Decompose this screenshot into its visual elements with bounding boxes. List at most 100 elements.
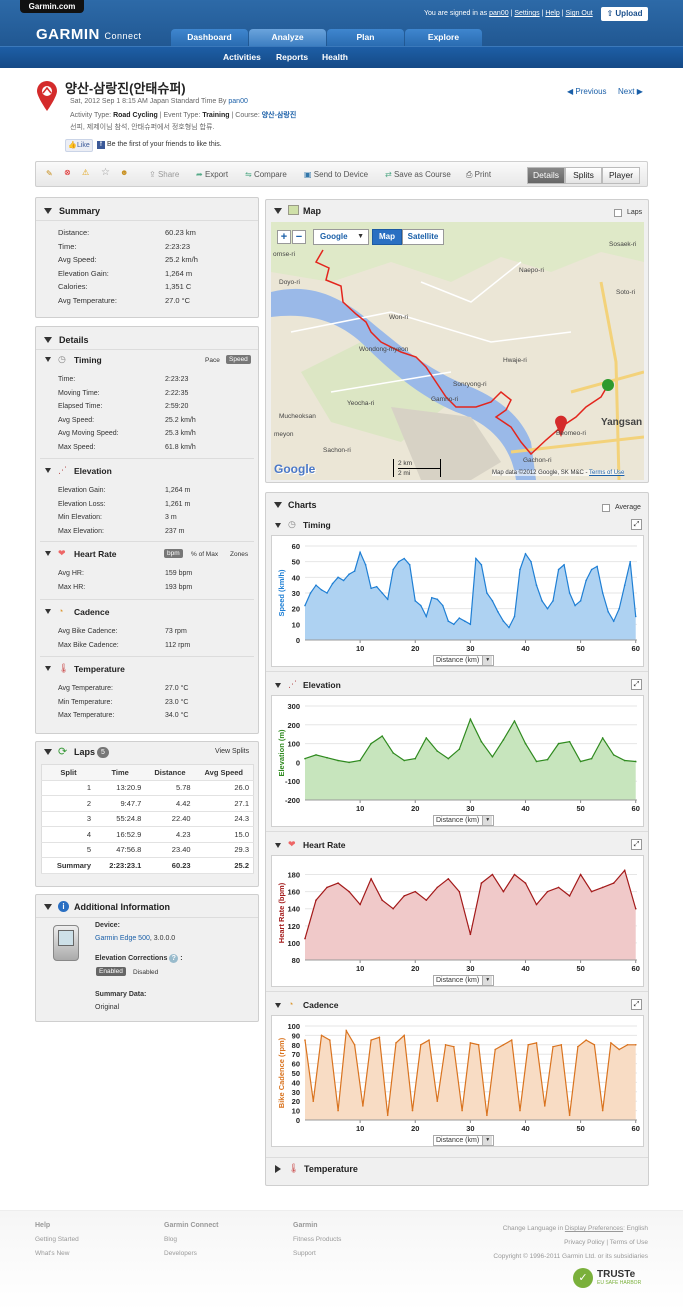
laps-row[interactable]: 1 13:20.9 5.78 26.0: [41, 780, 254, 796]
favorite-star-icon[interactable]: ☆: [101, 167, 110, 178]
elevation-chart[interactable]: -200 -100 0 100 200 300 10 20 30 40 50 60 Elevation …: [271, 695, 644, 827]
collapse-icon[interactable]: [275, 523, 281, 528]
export-button[interactable]: ➦ Export: [196, 170, 229, 179]
upload-button[interactable]: ⇧ Upload: [601, 7, 648, 21]
elevation-disabled-toggle[interactable]: Disabled: [133, 969, 159, 976]
collapse-icon[interactable]: [44, 208, 52, 214]
timing-chart[interactable]: 0 10 20 30 40 50 60 10 20 30 40 50 60 Speed (km/h) Dis…: [271, 535, 644, 667]
collapse-icon[interactable]: [274, 208, 282, 214]
subnav-reports[interactable]: Reports: [276, 52, 309, 62]
activity-description[interactable]: 선피, 제제이님 참석, 안태슈퍼에서 정호형님 합류.: [70, 124, 215, 131]
x-axis-select[interactable]: Distance (km) ▼: [433, 815, 495, 826]
bpm-toggle[interactable]: bpm: [164, 549, 183, 558]
footer-link[interactable]: Fitness Products: [293, 1236, 342, 1243]
map-canvas[interactable]: Sosaek-ri Naepo-ri Soto-ri Doyo-ri Won-ri Won…: [271, 222, 644, 480]
delete-icon[interactable]: ⊗: [64, 168, 71, 177]
view-details-toggle[interactable]: Details: [527, 167, 565, 184]
tab-explore[interactable]: Explore: [405, 29, 482, 46]
footer-link[interactable]: Blog: [164, 1236, 178, 1243]
map-provider-select[interactable]: Google ▼: [313, 229, 369, 245]
compare-button[interactable]: ⇋ Compare: [245, 170, 287, 179]
x-axis-select[interactable]: Distance (km) ▼: [433, 655, 495, 666]
expand-chart-icon[interactable]: ⤢: [631, 679, 642, 690]
view-player-toggle[interactable]: Player: [602, 167, 640, 184]
garmin-com-tab[interactable]: Garmin.com: [20, 0, 84, 13]
elevation-enabled-toggle[interactable]: Enabled: [96, 967, 126, 976]
speed-toggle[interactable]: Speed: [226, 355, 251, 364]
device-link[interactable]: Garmin Edge 500: [95, 935, 150, 942]
collapse-icon[interactable]: [275, 843, 281, 848]
edit-icon[interactable]: ✎: [46, 169, 53, 178]
help-link[interactable]: Help: [545, 10, 560, 17]
expand-icon[interactable]: [275, 1165, 281, 1173]
activity-title[interactable]: 양산-삼랑진(안태슈퍼): [65, 81, 186, 96]
tab-dashboard[interactable]: Dashboard: [171, 29, 248, 46]
zoom-in-button[interactable]: +: [277, 230, 291, 244]
average-checkbox[interactable]: [602, 504, 610, 512]
expand-chart-icon[interactable]: ⤢: [631, 839, 642, 850]
expand-chart-icon[interactable]: ⤢: [631, 999, 642, 1010]
people-icon[interactable]: ☻: [120, 168, 129, 177]
zoom-out-button[interactable]: −: [292, 230, 306, 244]
display-preferences-link[interactable]: Display Preferences: [564, 1225, 624, 1232]
map-terms-link[interactable]: Terms of Use: [589, 470, 625, 476]
collapse-icon[interactable]: [275, 1003, 281, 1008]
collapse-icon[interactable]: [274, 502, 282, 508]
footer-link[interactable]: Developers: [164, 1250, 197, 1257]
map-type-satellite[interactable]: Satellite: [402, 229, 444, 245]
laps-row[interactable]: Summary 2:23:23.1 60.23 25.2: [41, 857, 254, 874]
warning-icon[interactable]: ⚠: [82, 168, 90, 177]
collapse-icon[interactable]: [44, 337, 52, 343]
collapse-icon[interactable]: [45, 468, 51, 473]
course-link[interactable]: 양산-삼랑진: [261, 112, 297, 119]
footer-link[interactable]: Getting Started: [35, 1236, 79, 1243]
zones-toggle[interactable]: Zones: [230, 551, 249, 558]
previous-link[interactable]: ◀ Previous: [567, 87, 607, 96]
send-to-device-button[interactable]: ▣ Send to Device: [304, 170, 369, 179]
like-button[interactable]: 👍Like: [65, 139, 93, 152]
event-type[interactable]: Training: [202, 112, 230, 119]
tab-plan[interactable]: Plan: [327, 29, 404, 46]
laps-row[interactable]: 5 47:56.8 23.40 29.3: [41, 842, 254, 858]
tab-analyze[interactable]: Analyze: [249, 29, 326, 46]
privacy-terms-links[interactable]: Privacy Policy | Terms of Use: [564, 1239, 648, 1246]
save-as-course-button[interactable]: ⇄ Save as Course: [385, 170, 451, 179]
print-button[interactable]: ⎙ Print: [466, 170, 492, 179]
settings-link[interactable]: Settings: [514, 10, 540, 17]
collapse-icon[interactable]: [45, 357, 51, 362]
collapse-icon[interactable]: [275, 683, 281, 688]
laps-checkbox[interactable]: [614, 209, 622, 217]
next-link[interactable]: Next ▶: [618, 87, 643, 96]
footer-link[interactable]: What's New: [35, 1250, 70, 1257]
laps-row[interactable]: 4 16:52.9 4.23 15.0: [41, 826, 254, 843]
heart-chart[interactable]: 80 100 120 140 160 180 10 20 30 40 50 60 Heart Rate …: [271, 855, 644, 987]
help-icon[interactable]: ?: [169, 954, 179, 963]
collapse-icon[interactable]: [45, 551, 51, 556]
activity-owner-link[interactable]: pan00: [228, 98, 248, 105]
collapse-icon[interactable]: [44, 749, 52, 755]
share-button[interactable]: ⇪ Share: [149, 170, 180, 179]
collapse-icon[interactable]: [45, 666, 51, 671]
subnav-activities[interactable]: Activities: [223, 52, 261, 62]
footer-link[interactable]: Support: [293, 1250, 316, 1257]
garmin-logo[interactable]: GARMIN Connect: [36, 26, 142, 43]
map-type-map[interactable]: Map: [372, 229, 402, 245]
google-logo[interactable]: Google: [274, 462, 316, 476]
percent-max-toggle[interactable]: % of Max: [191, 551, 219, 558]
subnav-health[interactable]: Health: [322, 52, 348, 62]
laps-row[interactable]: 3 55:24.8 22.40 24.3: [41, 811, 254, 827]
expand-chart-icon[interactable]: ⤢: [631, 519, 642, 530]
collapse-icon[interactable]: [44, 904, 52, 910]
truste-badge[interactable]: ✓ TRUSTe EU SAFE HARBOR: [573, 1268, 651, 1288]
sign-out-link[interactable]: Sign Out: [565, 10, 593, 17]
pace-toggle[interactable]: Pace: [205, 357, 220, 364]
x-axis-select[interactable]: Distance (km) ▼: [433, 975, 495, 986]
x-axis-select[interactable]: Distance (km) ▼: [433, 1135, 495, 1146]
user-link[interactable]: pan00: [489, 10, 509, 17]
activity-type[interactable]: Road Cycling: [113, 112, 158, 119]
view-splits-toggle[interactable]: Splits: [565, 167, 602, 184]
view-splits-link[interactable]: View Splits: [215, 748, 250, 755]
laps-row[interactable]: 2 9:47.7 4.42 27.1: [41, 795, 254, 812]
collapse-icon[interactable]: [45, 609, 51, 614]
cadence-chart[interactable]: 0 10 20 30 40 50 60 70 80 90 100 10 20 30 40 50 60 Bike C…: [271, 1015, 644, 1147]
